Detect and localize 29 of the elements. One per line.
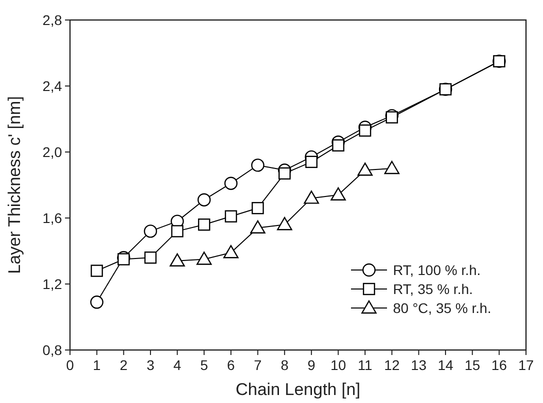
x-tick-label: 7 (254, 357, 262, 373)
y-tick-label: 0,8 (42, 342, 62, 358)
y-axis-title: Layer Thickness c' [nm] (5, 96, 24, 274)
x-tick-label: 5 (200, 357, 208, 373)
x-tick-label: 14 (438, 357, 454, 373)
x-tick-label: 11 (358, 357, 373, 373)
x-tick-label: 8 (280, 357, 289, 373)
y-tick-label: 1,2 (42, 276, 62, 292)
x-tick-label: 1 (92, 357, 101, 373)
x-tick-label: 6 (227, 357, 236, 373)
y-tick-label: 2,4 (42, 78, 62, 94)
x-tick-label: 0 (66, 357, 74, 373)
legend-label: RT, 100 % r.h. (393, 262, 481, 278)
x-tick-label: 13 (410, 357, 427, 373)
y-tick-label: 1,6 (42, 210, 62, 226)
x-tick-label: 10 (330, 357, 346, 373)
x-tick-label: 12 (384, 357, 400, 373)
x-tick-label: 17 (518, 357, 534, 373)
x-tick-label: 4 (173, 357, 182, 373)
legend-label: 80 °C, 35 % r.h. (393, 300, 492, 316)
x-tick-label: 3 (146, 357, 155, 373)
y-tick-label: 2,0 (42, 144, 62, 160)
legend-label: RT, 35 % r.h. (393, 281, 473, 297)
x-tick-label: 15 (464, 357, 480, 373)
x-tick-label: 9 (308, 357, 316, 373)
x-tick-label: 16 (491, 357, 508, 373)
x-axis-title: Chain Length [n] (236, 380, 360, 399)
y-tick-label: 2,8 (42, 12, 62, 28)
x-tick-label: 2 (120, 357, 128, 373)
